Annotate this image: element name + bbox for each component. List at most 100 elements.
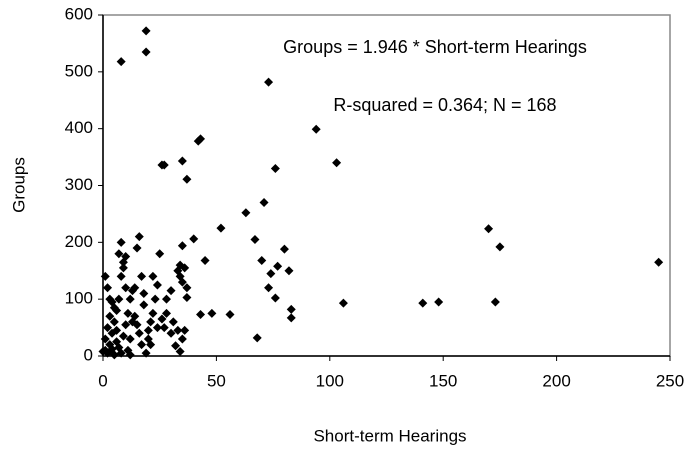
- point: [418, 298, 428, 308]
- point: [180, 325, 190, 335]
- x-tick-label: 50: [207, 371, 226, 390]
- point: [118, 257, 128, 267]
- point: [490, 297, 500, 307]
- point: [132, 320, 142, 330]
- point: [143, 325, 153, 335]
- point: [125, 350, 135, 360]
- point: [286, 313, 296, 323]
- point: [118, 263, 128, 273]
- point: [162, 294, 172, 304]
- y-tick-label: 400: [65, 118, 93, 137]
- y-tick-label: 300: [65, 175, 93, 194]
- point: [434, 297, 444, 307]
- y-tick-label: 0: [84, 345, 93, 364]
- y-tick-label: 200: [65, 232, 93, 251]
- point: [182, 292, 192, 302]
- point: [100, 271, 110, 281]
- point: [98, 346, 108, 356]
- point: [116, 271, 126, 281]
- point: [159, 160, 169, 170]
- point: [168, 317, 178, 327]
- point: [105, 311, 115, 321]
- point: [207, 308, 217, 318]
- point: [196, 134, 206, 144]
- point: [284, 266, 294, 276]
- point: [241, 208, 251, 218]
- point: [148, 308, 158, 318]
- point: [125, 334, 135, 344]
- y-tick-label: 600: [65, 4, 93, 23]
- point: [171, 341, 181, 351]
- point: [125, 294, 135, 304]
- point: [177, 334, 187, 344]
- point: [166, 328, 176, 338]
- point: [100, 334, 110, 344]
- point: [173, 325, 183, 335]
- x-axis-label: Short-term Hearings: [313, 426, 466, 445]
- point: [112, 325, 122, 335]
- point: [103, 323, 113, 333]
- point: [264, 77, 274, 87]
- point: [141, 47, 151, 57]
- r-squared-annotation: R-squared = 0.364; N = 168: [333, 95, 556, 115]
- point: [116, 237, 126, 247]
- point: [134, 328, 144, 338]
- point: [121, 320, 131, 330]
- point: [132, 243, 142, 253]
- point: [152, 280, 162, 290]
- point: [137, 271, 147, 281]
- point: [146, 317, 156, 327]
- point: [495, 242, 505, 252]
- point: [177, 241, 187, 251]
- point: [166, 286, 176, 296]
- plot-frame: [102, 14, 671, 357]
- point: [159, 323, 169, 333]
- point: [225, 310, 235, 320]
- x-tick-label: 100: [316, 371, 344, 390]
- point: [654, 257, 664, 267]
- x-tick-label: 0: [98, 371, 107, 390]
- point: [182, 174, 192, 184]
- point: [155, 249, 165, 259]
- point: [189, 234, 199, 244]
- point: [127, 286, 137, 296]
- point: [177, 156, 187, 166]
- point: [196, 310, 206, 320]
- point: [148, 271, 158, 281]
- point: [311, 124, 321, 134]
- point: [109, 303, 119, 313]
- point: [270, 163, 280, 173]
- point: [130, 311, 140, 321]
- point: [286, 304, 296, 314]
- point: [123, 308, 133, 318]
- point: [252, 333, 262, 343]
- point: [137, 340, 147, 350]
- point: [182, 283, 192, 293]
- x-tick-label: 150: [429, 371, 457, 390]
- point: [266, 269, 276, 279]
- equation-annotation: Groups = 1.946 * Short-term Hearings: [283, 37, 587, 57]
- point: [150, 294, 160, 304]
- point: [273, 261, 283, 271]
- point: [118, 331, 128, 341]
- point: [141, 348, 151, 358]
- point: [157, 314, 167, 324]
- point: [264, 283, 274, 293]
- point: [114, 249, 124, 259]
- point: [114, 294, 124, 304]
- point: [107, 344, 117, 354]
- point: [134, 232, 144, 242]
- point: [109, 317, 119, 327]
- point: [332, 158, 342, 168]
- point: [175, 271, 185, 281]
- point: [162, 308, 172, 318]
- point: [141, 26, 151, 36]
- point: [216, 223, 226, 233]
- point: [270, 293, 280, 303]
- point: [250, 234, 260, 244]
- point: [116, 57, 126, 67]
- point: [259, 198, 269, 208]
- y-tick-label: 500: [65, 61, 93, 80]
- x-tick-label: 200: [542, 371, 570, 390]
